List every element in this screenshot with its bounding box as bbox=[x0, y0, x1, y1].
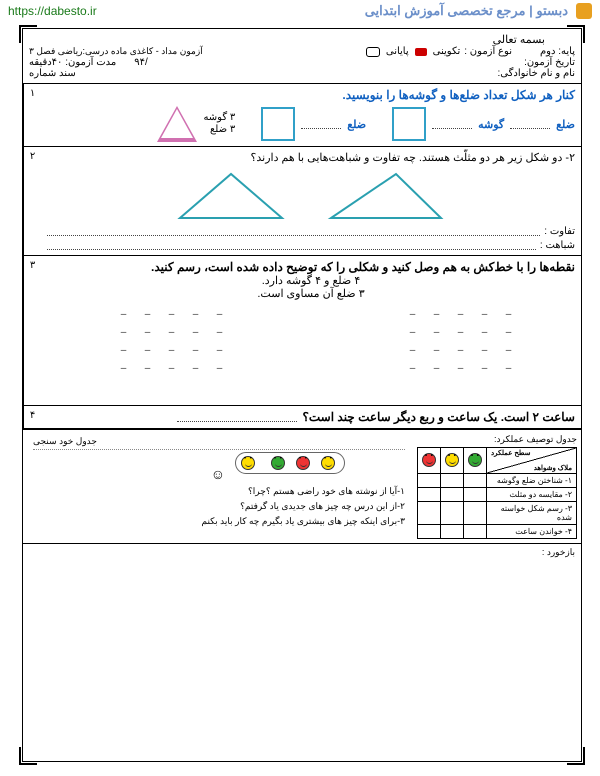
question-1: کنار هر شکل تعداد ضلع‌ها و گوشه‌ها را بن… bbox=[23, 84, 581, 147]
q3-number: ۳ bbox=[23, 256, 41, 405]
q1-corner-1: گوشه bbox=[478, 119, 504, 131]
q3-sub2: ۳ ضلع آن مساوی است. bbox=[47, 287, 575, 300]
smile-icon: ☺ bbox=[211, 466, 225, 482]
triangle-shape-icon bbox=[157, 106, 197, 142]
worksheet-header: بسمه تعالی پایه: دوم نوع آزمون : تکوینی … bbox=[23, 29, 581, 84]
formative-checkbox-icon[interactable] bbox=[415, 48, 427, 56]
site-url[interactable]: https://dabesto.ir bbox=[8, 4, 97, 18]
table-row: ۲- مقایسه دو مثلث bbox=[418, 488, 577, 502]
triangle-2-icon bbox=[176, 170, 286, 220]
face-yellow-icon bbox=[321, 456, 335, 470]
table-row: ۴- خواندن ساعت bbox=[418, 525, 577, 539]
face-yellow-icon bbox=[445, 453, 459, 467]
table-row: ۱- شناختن ضلع وگوشه bbox=[418, 474, 577, 488]
dot-grid-1: –––––––––––––––––––– bbox=[391, 306, 521, 378]
question-2: ۲- دو شکل زیر هر دو مثلّث هستند. چه تفاو… bbox=[23, 147, 581, 256]
triangle-1-icon bbox=[326, 170, 446, 220]
self-q3: ۳-برای اینکه چیز های بیشتری یاد بگیرم چه… bbox=[33, 516, 405, 527]
sheet-label: سند شماره bbox=[29, 68, 76, 79]
date-value: /۹۴ bbox=[134, 57, 148, 68]
feedback-row: بازخورد : bbox=[23, 543, 581, 561]
top-bar: دبستو | مرجع تخصصی آموزش ابتدایی https:/… bbox=[0, 0, 600, 22]
type-formative: تکوینی bbox=[433, 46, 461, 57]
question-3: نقطه‌ها را با خط‌کش به هم وصل کنید و شکل… bbox=[23, 256, 581, 406]
q4-number: ۴ bbox=[23, 406, 41, 428]
thought-cloud-icon: ☺ bbox=[33, 452, 405, 480]
duration-label: مدت آزمون: ۴۰دقیقه bbox=[29, 57, 116, 68]
q2-number: ۲ bbox=[23, 147, 41, 255]
self-assessment: جدول خود سنجی ☺ ۱-آیا از نوشته های خود ر… bbox=[27, 434, 411, 539]
q1-side-1: ضلع bbox=[556, 119, 575, 131]
final-checkbox-icon[interactable] bbox=[366, 47, 380, 57]
q2-sim: شباهت : bbox=[540, 240, 575, 251]
face-red-icon bbox=[422, 453, 436, 467]
table-row: ۳- رسم شکل خواسته شده bbox=[418, 502, 577, 525]
site-title: دبستو | مرجع تخصصی آموزش ابتدایی bbox=[105, 3, 568, 19]
performance-table: سطح عملکرد ملاک وشواهد ۱- شناختن ضلع وگو… bbox=[417, 447, 577, 539]
face-yellow-icon bbox=[241, 456, 255, 470]
q1-number: ۱ bbox=[23, 84, 41, 146]
date-label: تاریخ آزمون: bbox=[524, 57, 575, 68]
grade-label: پایه: دوم bbox=[540, 46, 575, 57]
bismeh: بسمه تعالی bbox=[29, 33, 575, 46]
desc-title: جدول توصیف عملکرد: bbox=[417, 434, 577, 445]
question-4: ساعت ۲ است. یک ساعت و ربع دیگر ساعت چند … bbox=[23, 406, 581, 429]
square-shape-icon bbox=[392, 107, 426, 141]
q3-sub1: ۴ ضلع و ۴ گوشه دارد. bbox=[47, 274, 575, 287]
performance-table-wrap: جدول توصیف عملکرد: سطح عملکرد ملاک وشواه… bbox=[417, 434, 577, 539]
dot-grid-2: –––––––––––––––––––– bbox=[102, 306, 232, 378]
q3-title: نقطه‌ها را با خط‌کش به هم وصل کنید و شکل… bbox=[47, 260, 575, 274]
q4-text: ساعت ۲ است. یک ساعت و ربع دیگر ساعت چند … bbox=[303, 410, 575, 424]
self-q2: ۲-از این درس چه چیز های جدیدی یاد گرفتم؟ bbox=[33, 501, 405, 512]
square-shape-icon bbox=[261, 107, 295, 141]
q1-title: کنار هر شکل تعداد ضلع‌ها و گوشه‌ها را بن… bbox=[47, 88, 575, 102]
worksheet-frame: بسمه تعالی پایه: دوم نوع آزمون : تکوینی … bbox=[22, 28, 582, 762]
exam-title: آزمون مداد - کاغذی ماده درسی:ریاضی فصل ۳ bbox=[29, 46, 360, 57]
table-diag-header: سطح عملکرد ملاک وشواهد bbox=[487, 448, 577, 474]
q2-diff: تفاوت : bbox=[544, 226, 575, 237]
face-green-icon bbox=[468, 453, 482, 467]
triangle-answer: ۳ گوشه۳ ضلع bbox=[203, 112, 235, 136]
q1-side-2: ضلع bbox=[347, 119, 366, 131]
site-logo-icon bbox=[576, 3, 592, 19]
self-q1: ۱-آیا از نوشته های خود راضی هستم ؟چرا؟ bbox=[33, 486, 405, 497]
type-final: پایانی bbox=[386, 46, 409, 57]
q2-text: ۲- دو شکل زیر هر دو مثلّث هستند. چه تفاو… bbox=[47, 151, 575, 164]
name-label: نام و نام خانوادگی: bbox=[498, 68, 576, 79]
exam-type-label: نوع آزمون : bbox=[464, 46, 512, 57]
face-green-icon bbox=[271, 456, 285, 470]
face-red-icon bbox=[296, 456, 310, 470]
self-title: جدول خود سنجی bbox=[33, 436, 405, 450]
footer-section: جدول توصیف عملکرد: سطح عملکرد ملاک وشواه… bbox=[23, 429, 581, 543]
